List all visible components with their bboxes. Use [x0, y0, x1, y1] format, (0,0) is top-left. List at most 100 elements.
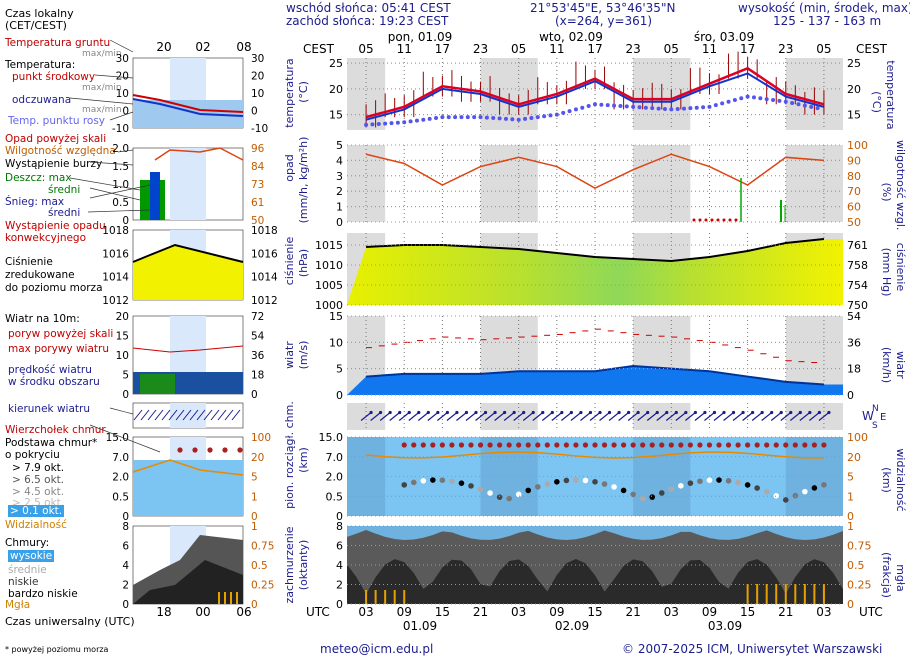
cloud-night-1 [480, 437, 538, 516]
dew-point-dot [764, 97, 769, 102]
wind-arrow-head [636, 410, 640, 415]
legend-pointer-line [89, 184, 151, 199]
legend-local-time: Czas lokalny [5, 7, 74, 20]
legend-wind-arrow [140, 409, 150, 421]
wind-tick-right: 0 [847, 389, 854, 402]
temp-tick-left: 25 [329, 57, 343, 70]
legend-humidity-tick: 50 [251, 215, 264, 227]
wind-arrow-head [741, 410, 745, 415]
cloud-base-dot [592, 479, 598, 485]
octa-tick-left: 8 [336, 520, 343, 533]
legend-temp-ground-fill [133, 100, 243, 128]
cloud-top-dot [582, 442, 589, 448]
legend-cloud-tick: 0.5 [112, 491, 129, 503]
wind-arrow-head [712, 410, 717, 415]
legend-humidity-tick: 84 [251, 161, 265, 173]
dew-point-dot [586, 104, 591, 108]
cloud-top-dot [611, 442, 617, 448]
wind-arrow-head [598, 410, 602, 415]
legend-pressure-tick-right: 1016 [251, 248, 278, 260]
dew-point-dot [732, 98, 737, 102]
legend-perceived-minmax: max/min [82, 105, 122, 115]
legend-pointer-line [69, 97, 134, 105]
convective-dot [698, 218, 702, 222]
wind-arrow-head [579, 410, 583, 415]
cloud-base-dot [544, 481, 551, 487]
cloud-top-dot [792, 442, 798, 448]
cest-hour-tick: 23 [473, 42, 488, 56]
dew-point-dot [510, 117, 515, 122]
elevation-title: wysokość (min, środek, max) [738, 1, 910, 15]
wind-tick-left: 0 [336, 389, 343, 402]
legend-rain-max: Deszcz: max [5, 172, 72, 184]
wind-arrow [561, 412, 572, 421]
legend-fog: Mgła [5, 599, 31, 611]
cloud-base-dot [639, 495, 646, 502]
footer-email[interactable]: meteo@icm.edu.pl [320, 642, 434, 656]
wind-tick-left: 15 [329, 310, 343, 323]
dew-point-dot [707, 104, 712, 109]
cest-hour-tick: 05 [511, 42, 526, 56]
dew-point-dot [472, 115, 477, 120]
cloud-base-dot [611, 484, 617, 490]
dew-point-dot [459, 115, 464, 120]
frac-tick-right: 1 [847, 520, 854, 533]
dew-point-dot [669, 107, 674, 112]
wind-arrow [713, 412, 725, 421]
dew-point-dot [713, 103, 718, 108]
wind-arrow [456, 412, 467, 421]
vis-tick-right: 100 [847, 431, 868, 444]
wind-arrow [799, 412, 811, 421]
day-label-bottom: 03.09 [708, 619, 742, 633]
wind-arrow-head [407, 410, 411, 415]
legend-cloud-top: Wierzchołek chmur [5, 424, 106, 436]
cest-hour-tick: 17 [587, 42, 602, 56]
dew-point-dot [440, 115, 445, 120]
dew-point-dot [599, 102, 604, 107]
fog-bar [756, 584, 759, 604]
legend-temp-tick: 20 [116, 71, 129, 83]
vis-tick-right: 20 [847, 451, 861, 464]
wind-arrow-head [417, 410, 421, 415]
legend-pressure-2: zredukowane [5, 269, 75, 281]
wind-arrow [417, 412, 429, 421]
cloud-base-dot [763, 488, 770, 495]
legend-pointer-line [117, 149, 134, 153]
legend-humidity-tick: 73 [251, 179, 264, 191]
wind-arrow [665, 412, 677, 421]
fog-bar [374, 590, 377, 604]
wind-arrow [589, 412, 601, 421]
legend-snow-max: Śnieg: max [5, 196, 65, 208]
wind-arrow-head [627, 410, 631, 415]
wind-arrow-head [436, 410, 440, 415]
night-band-precip-2 [633, 145, 691, 222]
wind-tick-left: 5 [336, 363, 343, 376]
cest-hour-tick: 05 [358, 42, 373, 56]
legend-temp-line [132, 94, 244, 113]
dew-point-dot [497, 116, 502, 121]
utc-hour-tick: 15 [740, 605, 755, 619]
humidity-tick-right: 100 [847, 139, 868, 152]
cloud-base-dot [573, 477, 579, 483]
legend-vis-tick: 1 [251, 491, 258, 503]
fog-bar [794, 584, 797, 604]
wind-arrow-head [541, 410, 545, 415]
wind-arrow-head [731, 410, 736, 415]
legend-utc-time: Czas uniwersalny (UTC) [5, 615, 135, 628]
dew-point-dot [529, 116, 534, 120]
cloud-base-dot [430, 477, 436, 483]
fog-bar [813, 584, 816, 604]
utc-hour-tick: 15 [435, 605, 450, 619]
dew-point-dot [414, 118, 419, 123]
night-band-precip-1 [480, 145, 538, 222]
sunrise-text: wschód słońca: 05:41 CEST [286, 1, 451, 15]
dew-point-dot [656, 106, 661, 111]
dew-point-dot [593, 102, 597, 107]
compass-n: N [872, 404, 879, 414]
dew-point-dot [478, 115, 483, 120]
wind-arrow-head [798, 410, 802, 415]
dew-point-dot [503, 116, 508, 121]
legend-pressure-tick: 1014 [102, 272, 129, 284]
legend-wind-tick: 15 [116, 331, 129, 343]
dew-point-dot [771, 98, 776, 102]
